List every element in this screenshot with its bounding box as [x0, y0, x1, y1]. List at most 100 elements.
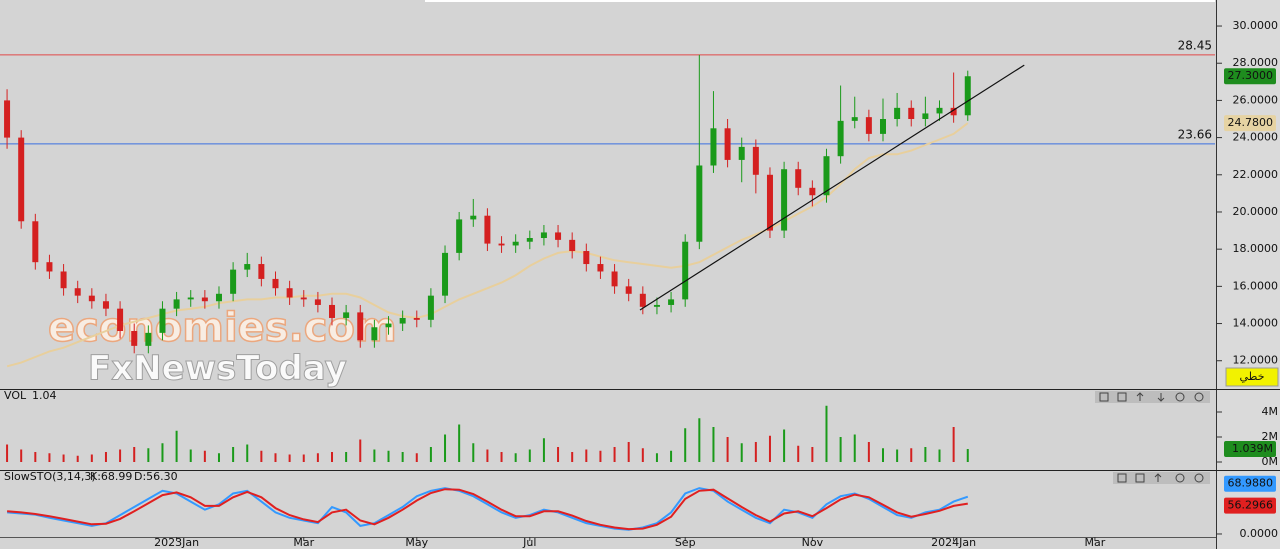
candle-body	[201, 297, 208, 302]
y-tick-label: 0M	[1262, 455, 1279, 468]
panel-toolbar	[1113, 472, 1210, 484]
candle-body	[555, 232, 562, 240]
level-label: 23.66	[1178, 127, 1212, 141]
candle-body	[470, 215, 477, 220]
watermark-text: economies.com	[48, 305, 397, 351]
volume-bar	[316, 453, 319, 462]
candle-body	[908, 107, 915, 120]
stoch-panel-controls[interactable]	[1113, 472, 1210, 484]
move-up-button[interactable]	[1154, 473, 1162, 482]
volume-bar	[260, 450, 263, 462]
button-label[interactable]: خطي	[1240, 370, 1265, 383]
oscillator-line	[7, 488, 968, 531]
candle-body	[60, 271, 67, 289]
candle-body	[682, 241, 689, 300]
panel-title: SlowSTO(3,14,3)	[4, 470, 96, 483]
candle-body	[442, 252, 449, 296]
candle-body	[102, 301, 109, 309]
watermark-text: FxNewsToday	[88, 349, 347, 389]
volume-bar	[302, 454, 305, 462]
candle-body	[936, 107, 943, 114]
candle-body	[950, 107, 957, 116]
volume-bar	[881, 448, 884, 462]
value-tag-label: 27.3000	[1228, 69, 1274, 82]
legend-entry: K:68.99	[90, 470, 132, 483]
candle-body	[752, 146, 759, 175]
move-down-button[interactable]	[1157, 393, 1165, 402]
settings-button[interactable]	[1175, 473, 1185, 483]
candle-body	[4, 100, 11, 138]
close-button[interactable]	[1117, 473, 1127, 483]
value-tag-label: 24.7800	[1228, 116, 1274, 129]
candle-body	[738, 146, 745, 160]
volume-bar	[274, 453, 277, 462]
chart-style-button[interactable]: خطي	[1225, 367, 1279, 387]
candle-body	[964, 76, 971, 116]
volume-bar	[910, 448, 913, 462]
maximize-button[interactable]	[1135, 473, 1145, 483]
volume-bar	[373, 449, 376, 462]
volume-bar	[684, 428, 687, 462]
candle-body	[456, 219, 463, 253]
x-tick-label: Mar	[1085, 536, 1106, 549]
candle-body	[357, 312, 364, 341]
volume-bar	[924, 447, 927, 462]
y-tick-label: 2M	[1262, 430, 1279, 443]
candle-body	[710, 128, 717, 166]
volume-bar	[627, 442, 630, 462]
candle-body	[159, 308, 166, 333]
candle-body	[766, 174, 773, 231]
candle-body	[498, 243, 505, 246]
oscillator-line	[7, 487, 969, 531]
candle-body	[286, 288, 293, 298]
volume-bar	[867, 442, 870, 462]
volume-bar	[896, 449, 899, 462]
level-label: 28.45	[1178, 38, 1212, 52]
candle-body	[18, 137, 25, 222]
candle-body	[611, 271, 618, 287]
volume-bar	[20, 449, 23, 462]
value-tag-label: 56.2966	[1228, 499, 1274, 512]
candle-body	[371, 327, 378, 341]
volume-bar	[34, 452, 37, 462]
close-button[interactable]	[1099, 392, 1109, 402]
settings-button[interactable]	[1175, 392, 1185, 402]
volume-bar	[500, 452, 503, 462]
candle-body	[724, 128, 731, 160]
remove-button[interactable]	[1194, 473, 1204, 483]
candle-body	[399, 317, 406, 324]
y-tick-label: 18.0000	[1233, 242, 1279, 255]
volume-bar	[76, 455, 79, 462]
volume-bar	[161, 443, 164, 462]
volume-bar	[557, 447, 560, 462]
candle-body	[653, 304, 660, 307]
volume-bar	[740, 443, 743, 462]
move-up-button[interactable]	[1136, 392, 1144, 401]
x-tick-label: 2024Jan	[931, 536, 976, 549]
candle-body	[696, 165, 703, 242]
candle-body	[427, 295, 434, 320]
value-tag-label: 1.039M	[1232, 442, 1273, 455]
volume-panel-controls[interactable]	[1095, 391, 1210, 403]
candle-body	[215, 293, 222, 302]
volume-bar	[853, 434, 856, 462]
y-tick-label: 26.0000	[1233, 93, 1279, 106]
volume-bar	[966, 449, 969, 462]
candle-body	[343, 312, 350, 318]
price-axis-area	[1217, 0, 1280, 549]
volume-bar	[147, 448, 150, 462]
maximize-button[interactable]	[1117, 392, 1127, 402]
volume-bar	[542, 438, 545, 462]
candle-body	[625, 286, 632, 294]
candle-body	[413, 317, 420, 320]
volume-bar	[345, 452, 348, 462]
remove-button[interactable]	[1194, 392, 1204, 402]
y-tick-label: 12.0000	[1233, 354, 1279, 367]
value-tag	[1224, 497, 1276, 514]
x-tick-label: Nov	[802, 536, 824, 549]
volume-bar	[359, 439, 362, 462]
candle-body	[668, 299, 675, 305]
volume-bar	[444, 434, 447, 462]
